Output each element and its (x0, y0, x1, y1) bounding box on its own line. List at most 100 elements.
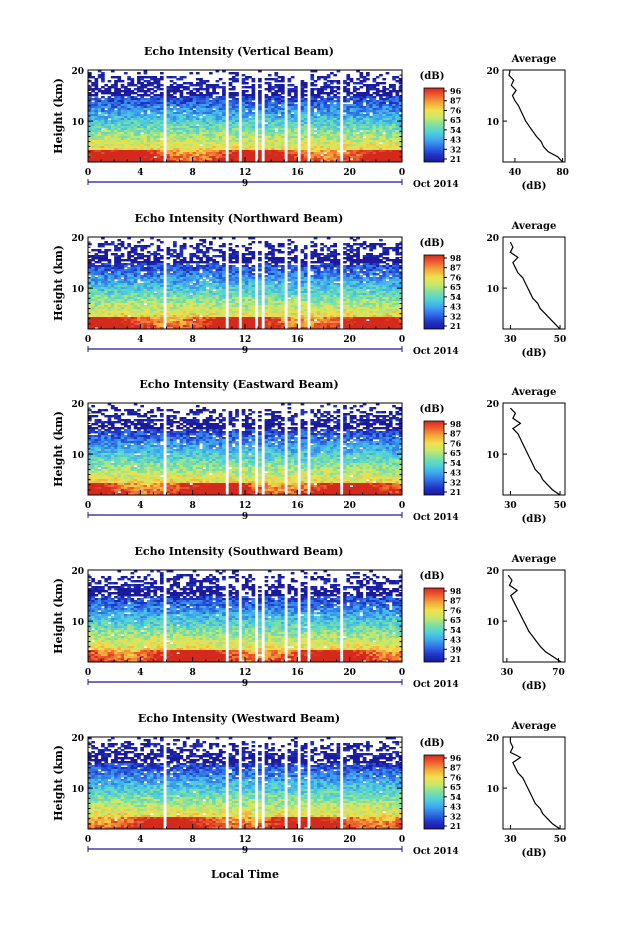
y-tick-label: 10 (71, 118, 84, 128)
x-tick-label: 0 (85, 668, 91, 678)
date-label: Oct 2014 (413, 347, 459, 357)
average-x-tick-label: 70 (552, 668, 565, 678)
colorbar-tick-label: 43 (450, 302, 462, 312)
x-tick-label: 0 (85, 835, 91, 845)
y-tick-label: 10 (71, 785, 84, 795)
x-tick-label: 8 (190, 835, 196, 845)
average-x-label: (dB) (522, 681, 547, 692)
x-tick-label: 12 (239, 835, 252, 845)
date-label: Oct 2014 (413, 680, 459, 690)
beam-panel-3: Echo Intensity (Eastward Beam)Height (km… (52, 378, 566, 525)
y-tick-label: 20 (71, 567, 84, 577)
colorbar-unit: (dB) (420, 738, 445, 749)
colorbar-tick-label: 21 (450, 321, 461, 331)
y-tick-label: 20 (71, 734, 84, 744)
colorbar-tick-label: 96 (450, 86, 462, 96)
x-tick-label: 12 (239, 335, 252, 345)
colorbar-tick-label: 43 (450, 135, 462, 145)
colorbar-tick-label: 43 (450, 802, 462, 812)
y-axis-label: Height (km) (52, 745, 65, 821)
colorbar-tick-label: 76 (450, 438, 462, 448)
colorbar-tick-label: 32 (450, 477, 461, 487)
average-x-tick-label: 30 (504, 335, 517, 345)
date-label: Oct 2014 (413, 847, 459, 857)
beam-panel-2: Echo Intensity (Northward Beam)Height (k… (52, 212, 566, 359)
panel-title: Echo Intensity (Vertical Beam) (144, 45, 334, 58)
average-y-tick-label: 10 (486, 118, 499, 128)
colorbar-tick-label: 65 (450, 282, 461, 292)
colorbar-tick-label: 76 (450, 272, 462, 282)
echo-heatmap (88, 237, 402, 329)
day-label: 9 (242, 679, 248, 689)
echo-heatmap (88, 403, 402, 495)
colorbar-tick-label: 54 (450, 125, 462, 135)
colorbar-tick-label: 87 (450, 763, 461, 773)
colorbar-tick-label: 21 (450, 487, 461, 497)
x-tick-label: 12 (239, 168, 252, 178)
x-tick-label: 20 (343, 668, 356, 678)
average-x-label: (dB) (522, 348, 547, 359)
colorbar-tick-label: 32 (450, 811, 461, 821)
colorbar-tick-label: 21 (450, 654, 461, 664)
average-x-tick-label: 80 (556, 168, 569, 178)
average-frame (503, 737, 565, 829)
panel-title: Echo Intensity (Westward Beam) (138, 712, 340, 725)
x-tick-label: 0 (399, 168, 405, 178)
average-x-tick-label: 30 (501, 668, 514, 678)
x-tick-label: 4 (137, 168, 143, 178)
average-frame (503, 237, 565, 329)
day-label: 9 (242, 512, 248, 522)
colorbar-tick-label: 21 (450, 821, 461, 831)
x-tick-label: 8 (190, 668, 196, 678)
colorbar-tick-label: 87 (450, 96, 461, 106)
x-tick-label: 0 (85, 501, 91, 511)
colorbar-unit: (dB) (420, 71, 445, 82)
x-tick-label: 20 (343, 335, 356, 345)
colorbar-tick-label: 87 (450, 429, 461, 439)
average-x-tick-label: 40 (509, 168, 522, 178)
average-x-label: (dB) (522, 848, 547, 859)
y-axis-label: Height (km) (52, 245, 65, 321)
average-x-tick-label: 50 (554, 501, 567, 511)
colorbar (424, 88, 444, 162)
average-frame (503, 570, 565, 662)
average-title: Average (511, 221, 557, 232)
average-y-tick-label: 10 (486, 618, 499, 628)
x-tick-label: 0 (399, 668, 405, 678)
colorbar-tick-label: 87 (450, 596, 461, 606)
x-tick-label: 0 (85, 335, 91, 345)
average-x-tick-label: 50 (554, 335, 567, 345)
average-y-tick-label: 20 (486, 67, 499, 77)
y-tick-label: 10 (71, 451, 84, 461)
colorbar-tick-label: 87 (450, 263, 461, 273)
x-tick-label: 12 (239, 668, 252, 678)
average-y-tick-label: 20 (486, 400, 499, 410)
x-tick-label: 20 (343, 501, 356, 511)
echo-heatmap (88, 737, 402, 829)
average-profile-line (510, 242, 560, 329)
average-title: Average (511, 554, 557, 565)
panel-title: Echo Intensity (Eastward Beam) (139, 378, 338, 391)
y-tick-label: 20 (71, 400, 84, 410)
panel-title: Echo Intensity (Southward Beam) (135, 545, 344, 558)
colorbar-tick-label: 98 (450, 253, 462, 263)
x-tick-label: 16 (291, 335, 304, 345)
day-label: 9 (242, 179, 248, 189)
x-tick-label: 12 (239, 501, 252, 511)
x-tick-label: 4 (137, 501, 143, 511)
y-tick-label: 10 (71, 285, 84, 295)
x-tick-label: 16 (291, 835, 304, 845)
average-frame (503, 403, 565, 495)
colorbar-unit: (dB) (420, 571, 445, 582)
colorbar-tick-label: 76 (450, 105, 462, 115)
average-y-tick-label: 10 (486, 451, 499, 461)
colorbar-tick-label: 21 (450, 154, 461, 164)
x-tick-label: 0 (399, 501, 405, 511)
beam-panel-1: Echo Intensity (Vertical Beam)Height (km… (52, 45, 569, 192)
x-tick-label: 8 (190, 168, 196, 178)
colorbar-tick-label: 54 (450, 458, 462, 468)
x-tick-label: 8 (190, 335, 196, 345)
colorbar (424, 588, 444, 662)
colorbar-unit: (dB) (420, 404, 445, 415)
